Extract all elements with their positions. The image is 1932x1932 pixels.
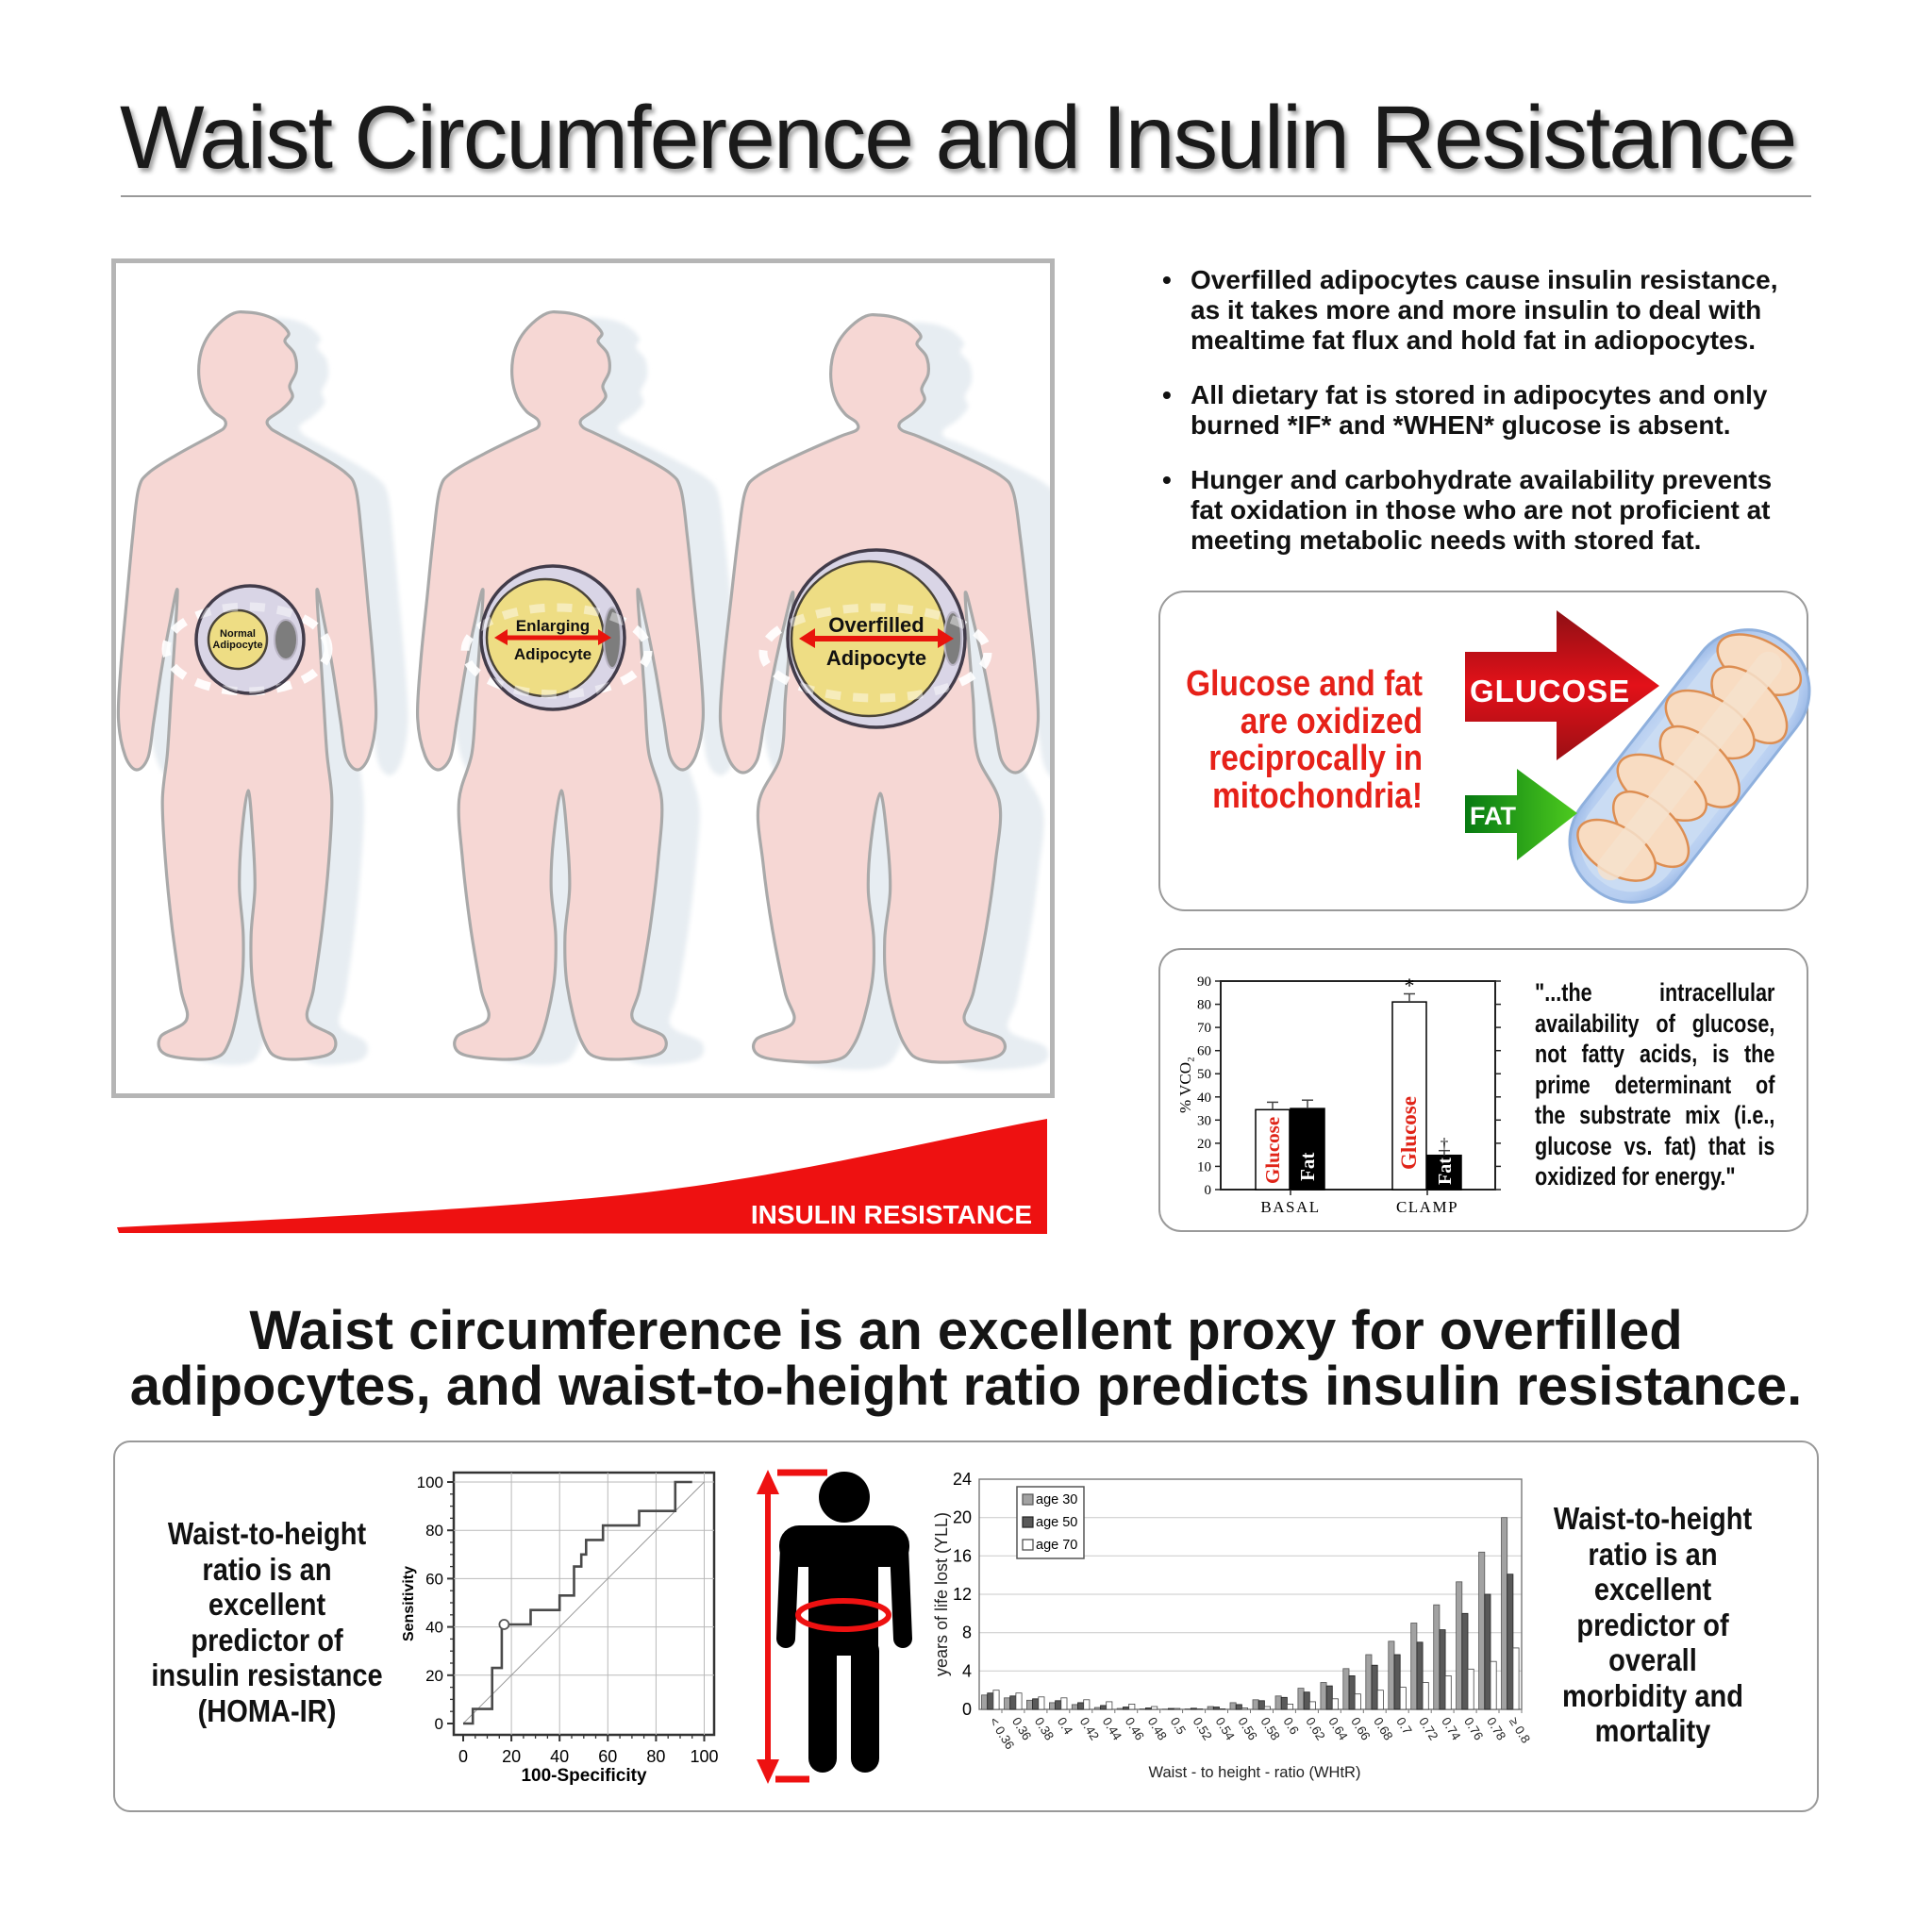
- svg-text:BASAL: BASAL: [1260, 1198, 1320, 1216]
- svg-text:0: 0: [458, 1747, 468, 1766]
- svg-text:0: 0: [435, 1715, 443, 1733]
- svg-text:INSULIN RESISTANCE: INSULIN RESISTANCE: [751, 1200, 1032, 1229]
- svg-text:40: 40: [1197, 1091, 1211, 1106]
- svg-text:% VCO₂: % VCO₂: [1176, 1057, 1194, 1113]
- svg-text:0.44: 0.44: [1100, 1715, 1124, 1743]
- svg-text:0.48: 0.48: [1145, 1715, 1170, 1743]
- svg-text:0.5: 0.5: [1168, 1715, 1189, 1738]
- svg-text:0.38: 0.38: [1032, 1715, 1057, 1743]
- svg-text:70: 70: [1197, 1021, 1211, 1036]
- svg-text:0.56: 0.56: [1235, 1715, 1259, 1743]
- svg-text:*: *: [1405, 974, 1415, 997]
- svg-text:20: 20: [425, 1667, 443, 1685]
- svg-text:100-Specificity: 100-Specificity: [521, 1766, 646, 1786]
- svg-text:40: 40: [425, 1619, 443, 1637]
- svg-text:0.74: 0.74: [1439, 1715, 1463, 1743]
- svg-text:60: 60: [425, 1570, 443, 1588]
- svg-text:age 70: age 70: [1036, 1538, 1077, 1553]
- svg-text:†: †: [1441, 1135, 1449, 1153]
- svg-text:0.62: 0.62: [1303, 1715, 1327, 1743]
- svg-text:0: 0: [962, 1700, 972, 1719]
- svg-text:0.64: 0.64: [1325, 1715, 1350, 1743]
- svg-text:0.66: 0.66: [1348, 1715, 1373, 1743]
- svg-text:20: 20: [1197, 1137, 1211, 1152]
- svg-text:40: 40: [550, 1747, 569, 1766]
- svg-text:60: 60: [1197, 1044, 1211, 1059]
- svg-text:10: 10: [1197, 1159, 1211, 1174]
- svg-text:60: 60: [598, 1747, 617, 1766]
- svg-text:12: 12: [953, 1585, 972, 1604]
- svg-text:8: 8: [962, 1624, 972, 1642]
- svg-text:90: 90: [1197, 974, 1211, 990]
- svg-text:0.6: 0.6: [1280, 1715, 1301, 1738]
- svg-text:24: 24: [953, 1470, 972, 1489]
- svg-text:age 50: age 50: [1036, 1515, 1077, 1530]
- svg-text:100: 100: [417, 1474, 443, 1491]
- svg-text:Fat: Fat: [1296, 1153, 1319, 1181]
- svg-text:20: 20: [502, 1747, 521, 1766]
- svg-text:16: 16: [953, 1546, 972, 1565]
- svg-text:Adipocyte: Adipocyte: [514, 645, 591, 663]
- svg-text:0.76: 0.76: [1461, 1715, 1486, 1743]
- svg-text:age 30: age 30: [1036, 1492, 1077, 1507]
- svg-text:80: 80: [1197, 998, 1211, 1013]
- svg-text:4: 4: [962, 1661, 972, 1680]
- svg-text:0.68: 0.68: [1371, 1715, 1395, 1743]
- svg-text:0.4: 0.4: [1055, 1715, 1075, 1738]
- svg-text:100: 100: [690, 1747, 718, 1766]
- svg-text:Adipocyte: Adipocyte: [826, 646, 926, 670]
- svg-text:30: 30: [1197, 1113, 1211, 1128]
- svg-text:0.7: 0.7: [1393, 1715, 1414, 1738]
- svg-text:0: 0: [1205, 1183, 1212, 1198]
- svg-text:80: 80: [425, 1522, 443, 1540]
- svg-text:0.72: 0.72: [1416, 1715, 1441, 1743]
- svg-text:80: 80: [646, 1747, 665, 1766]
- svg-text:0.42: 0.42: [1077, 1715, 1102, 1743]
- svg-text:Enlarging: Enlarging: [516, 617, 590, 635]
- svg-text:FAT: FAT: [1470, 802, 1516, 830]
- svg-text:years of life lost (YLL): years of life lost (YLL): [932, 1512, 951, 1676]
- svg-text:GLUCOSE: GLUCOSE: [1470, 674, 1630, 708]
- svg-text:0.54: 0.54: [1213, 1715, 1238, 1743]
- svg-text:20: 20: [953, 1508, 972, 1527]
- svg-text:Fat: Fat: [1435, 1158, 1456, 1185]
- svg-text:50: 50: [1197, 1067, 1211, 1082]
- svg-text:0.46: 0.46: [1123, 1715, 1147, 1743]
- svg-text:CLAMP: CLAMP: [1396, 1198, 1458, 1216]
- svg-text:Glucose: Glucose: [1261, 1117, 1284, 1184]
- svg-text:Glucose: Glucose: [1397, 1096, 1421, 1170]
- svg-text:0.52: 0.52: [1191, 1715, 1215, 1743]
- svg-text:Adipocyte: Adipocyte: [212, 640, 262, 651]
- svg-text:Waist - to height - ratio (WHt: Waist - to height - ratio (WHtR): [1149, 1764, 1361, 1781]
- svg-text:0.58: 0.58: [1257, 1715, 1282, 1743]
- svg-text:Overfilled: Overfilled: [828, 613, 924, 637]
- svg-text:Sensitivity: Sensitivity: [401, 1566, 417, 1641]
- svg-text:Normal: Normal: [220, 628, 256, 640]
